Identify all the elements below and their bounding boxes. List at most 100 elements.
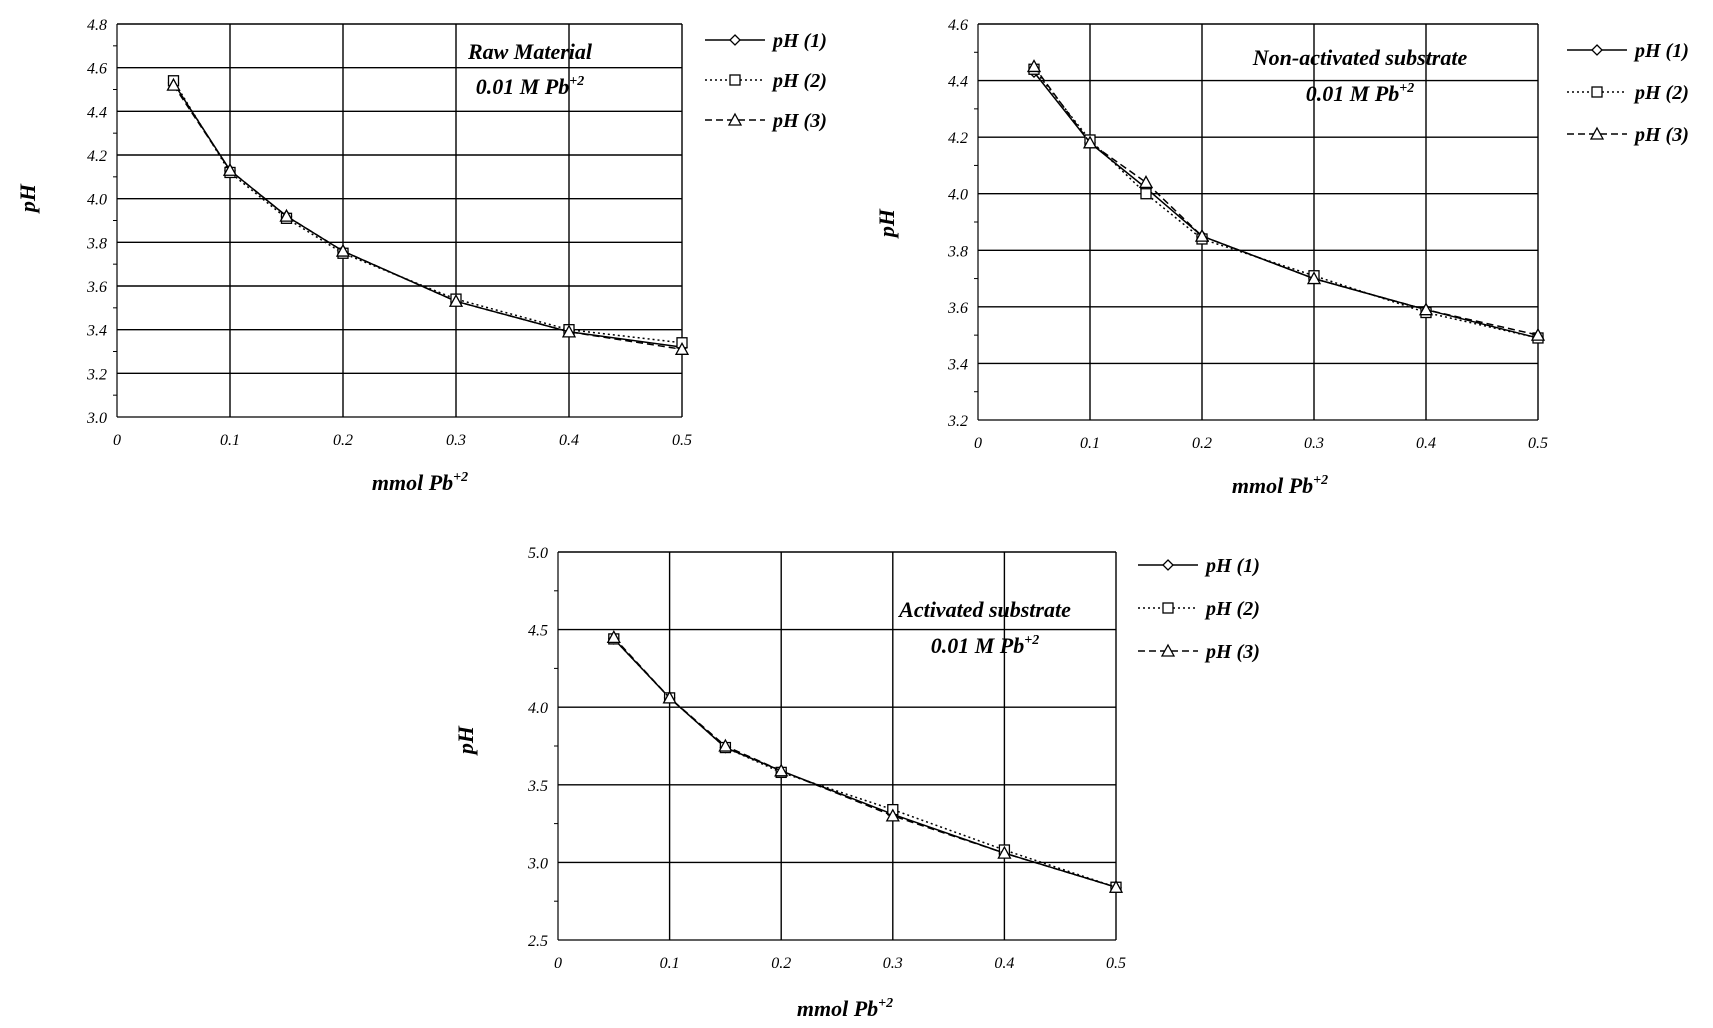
act-annotation-concentration: 0.01 M Pb+2	[931, 633, 1039, 658]
nonact-annotation-title: Non-activated substrate	[1252, 45, 1468, 70]
act-x-axis-label: mmol Pb+2	[797, 996, 893, 1021]
nonact-y-tick-label: 4.2	[948, 130, 968, 147]
nonact-series-3-point	[1082, 135, 1098, 149]
raw-series-3-line	[172, 84, 683, 351]
act-y-tick-label: 3.5	[527, 778, 548, 795]
act-series-3-point	[718, 738, 733, 752]
nonact-series-3-point	[1138, 175, 1154, 189]
act-series-3-point	[606, 630, 621, 644]
act-legend-marker-2	[1162, 602, 1174, 614]
act-series-3-point	[885, 808, 900, 822]
raw-series-3-point	[335, 243, 351, 257]
nonact-series-2-line	[1033, 68, 1539, 339]
act-legend-label-3: pH (3)	[1204, 641, 1260, 663]
act-y-tick-label: 5.0	[528, 545, 548, 562]
act-y-tick-label: 2.5	[528, 933, 548, 950]
nonact-legend-marker-2	[1591, 86, 1603, 98]
nonact-legend-label-2: pH (2)	[1633, 82, 1689, 104]
nonact-series-3-line	[1033, 65, 1539, 336]
raw-x-tick-label: 0.2	[333, 432, 353, 449]
nonact-legend-marker-1	[1591, 44, 1603, 56]
raw-y-tick-label: 4.2	[87, 148, 107, 165]
raw-series-3-point	[279, 208, 294, 222]
nonact-series-3-point	[1530, 327, 1546, 341]
act-legend-marker-3	[1160, 643, 1176, 657]
nonact-legend-label-3: pH (3)	[1633, 124, 1689, 146]
nonact-legend-label-1: pH (1)	[1633, 40, 1689, 62]
nonact-x-tick-label: 0	[974, 435, 982, 452]
raw-x-tick-label: 0	[113, 432, 121, 449]
nonact-series-3-point	[1026, 59, 1042, 73]
nonact-x-tick-label: 0.3	[1304, 435, 1324, 452]
nonact-x-tick-label: 0.4	[1416, 435, 1436, 452]
act-x-tick-label: 0.1	[660, 955, 680, 972]
nonact-y-tick-label: 4.6	[948, 17, 968, 34]
act-x-tick-label: 0.3	[883, 955, 903, 972]
raw-x-axis-label-main: mmol Pb	[372, 470, 453, 495]
act-legend-label-2: pH (2)	[1204, 598, 1260, 620]
nonact-y-tick-label: 3.6	[947, 300, 968, 317]
act-chart: 0 0.1 0.2 0.3 0.4 0.5 2.5 3.0 3.5 4.0 4.5 5.0 pH mmol…	[453, 545, 1260, 1021]
act-annotation-title: Activated substrate	[897, 597, 1071, 622]
raw-series-2-line	[172, 80, 683, 344]
nonact-x-tick-label: 0.2	[1192, 435, 1212, 452]
raw-x-tick-label: 0.1	[220, 432, 240, 449]
act-series-3-point	[997, 845, 1012, 859]
nonact-x-axis-label: mmol Pb+2	[1232, 473, 1328, 498]
act-series-3-line	[613, 636, 1117, 888]
raw-y-tick-label: 3.8	[86, 235, 107, 252]
nonact-series-3-point	[1418, 302, 1434, 316]
act-y-tick-label: 4.0	[528, 700, 548, 717]
act-series-3-point	[1108, 879, 1124, 893]
act-series-2-line	[613, 638, 1117, 888]
act-legend-label-1: pH (1)	[1204, 555, 1260, 577]
raw-legend-label-1: pH (1)	[771, 30, 827, 52]
raw-series-3-point	[448, 293, 464, 307]
nonact-chart: 0 0.1 0.2 0.3 0.4 0.5 3.2 3.4 3.6 3.8 4.0 4.2 4.4 4.6…	[874, 17, 1689, 498]
nonact-x-axis-label-main: mmol Pb	[1232, 473, 1313, 498]
act-y-tick-label: 3.0	[527, 855, 548, 872]
nonact-y-axis-label: pH	[874, 208, 899, 239]
raw-y-tick-label: 4.0	[87, 192, 107, 209]
nonact-legend-marker-3	[1589, 126, 1605, 140]
act-x-axis-label-superscript: +2	[878, 996, 893, 1011]
nonact-y-tick-label: 3.8	[947, 243, 968, 260]
nonact-x-tick-label: 0.5	[1528, 435, 1548, 452]
raw-y-axis-label: pH	[15, 183, 40, 214]
act-annotation-concentration-main: 0.01 M Pb	[931, 633, 1025, 658]
raw-annotation-title: Raw Material	[467, 39, 593, 64]
raw-series-3-point	[166, 77, 181, 91]
raw-legend-marker-3	[727, 112, 743, 126]
act-legend-marker-1	[1162, 559, 1174, 571]
nonact-y-tick-label: 4.0	[948, 187, 968, 204]
act-x-tick-label: 0	[554, 955, 562, 972]
act-series-3-point	[774, 763, 789, 777]
nonact-y-tick-label: 3.4	[947, 356, 968, 373]
act-series-1-line	[613, 638, 1117, 888]
nonact-annotation-concentration-main: 0.01 M Pb	[1306, 81, 1400, 106]
raw-series-3-point	[561, 324, 577, 338]
nonact-annotation-concentration-superscript: +2	[1399, 81, 1414, 96]
nonact-y-tick-label: 3.2	[947, 413, 968, 430]
act-x-tick-label: 0.4	[994, 955, 1014, 972]
nonact-x-axis-label-superscript: +2	[1313, 473, 1328, 488]
nonact-series-3-point	[1306, 271, 1322, 285]
raw-chart: 0 0.1 0.2 0.3 0.4 0.5 3.0 3.2 3.4 3.6 3.8 4.0 4.2 4.4…	[15, 17, 827, 495]
raw-y-tick-label: 3.6	[86, 279, 107, 296]
raw-legend-marker-2	[729, 74, 741, 86]
raw-annotation-concentration: 0.01 M Pb+2	[476, 74, 584, 99]
raw-y-tick-label: 4.6	[87, 61, 107, 78]
raw-legend-label-3: pH (3)	[771, 110, 827, 132]
raw-legend-marker-1	[729, 34, 741, 46]
raw-x-tick-label: 0.4	[559, 432, 579, 449]
raw-x-tick-label: 0.3	[446, 432, 466, 449]
raw-x-tick-label: 0.5	[672, 432, 692, 449]
nonact-series-3-point	[1194, 228, 1210, 242]
nonact-series-2-point	[1140, 188, 1152, 200]
act-x-axis-label-main: mmol Pb	[797, 996, 878, 1021]
raw-annotation-concentration-main: 0.01 M Pb	[476, 74, 570, 99]
raw-x-axis-label: mmol Pb+2	[372, 470, 468, 495]
raw-x-axis-label-superscript: +2	[453, 470, 468, 485]
nonact-x-tick-label: 0.1	[1080, 435, 1100, 452]
